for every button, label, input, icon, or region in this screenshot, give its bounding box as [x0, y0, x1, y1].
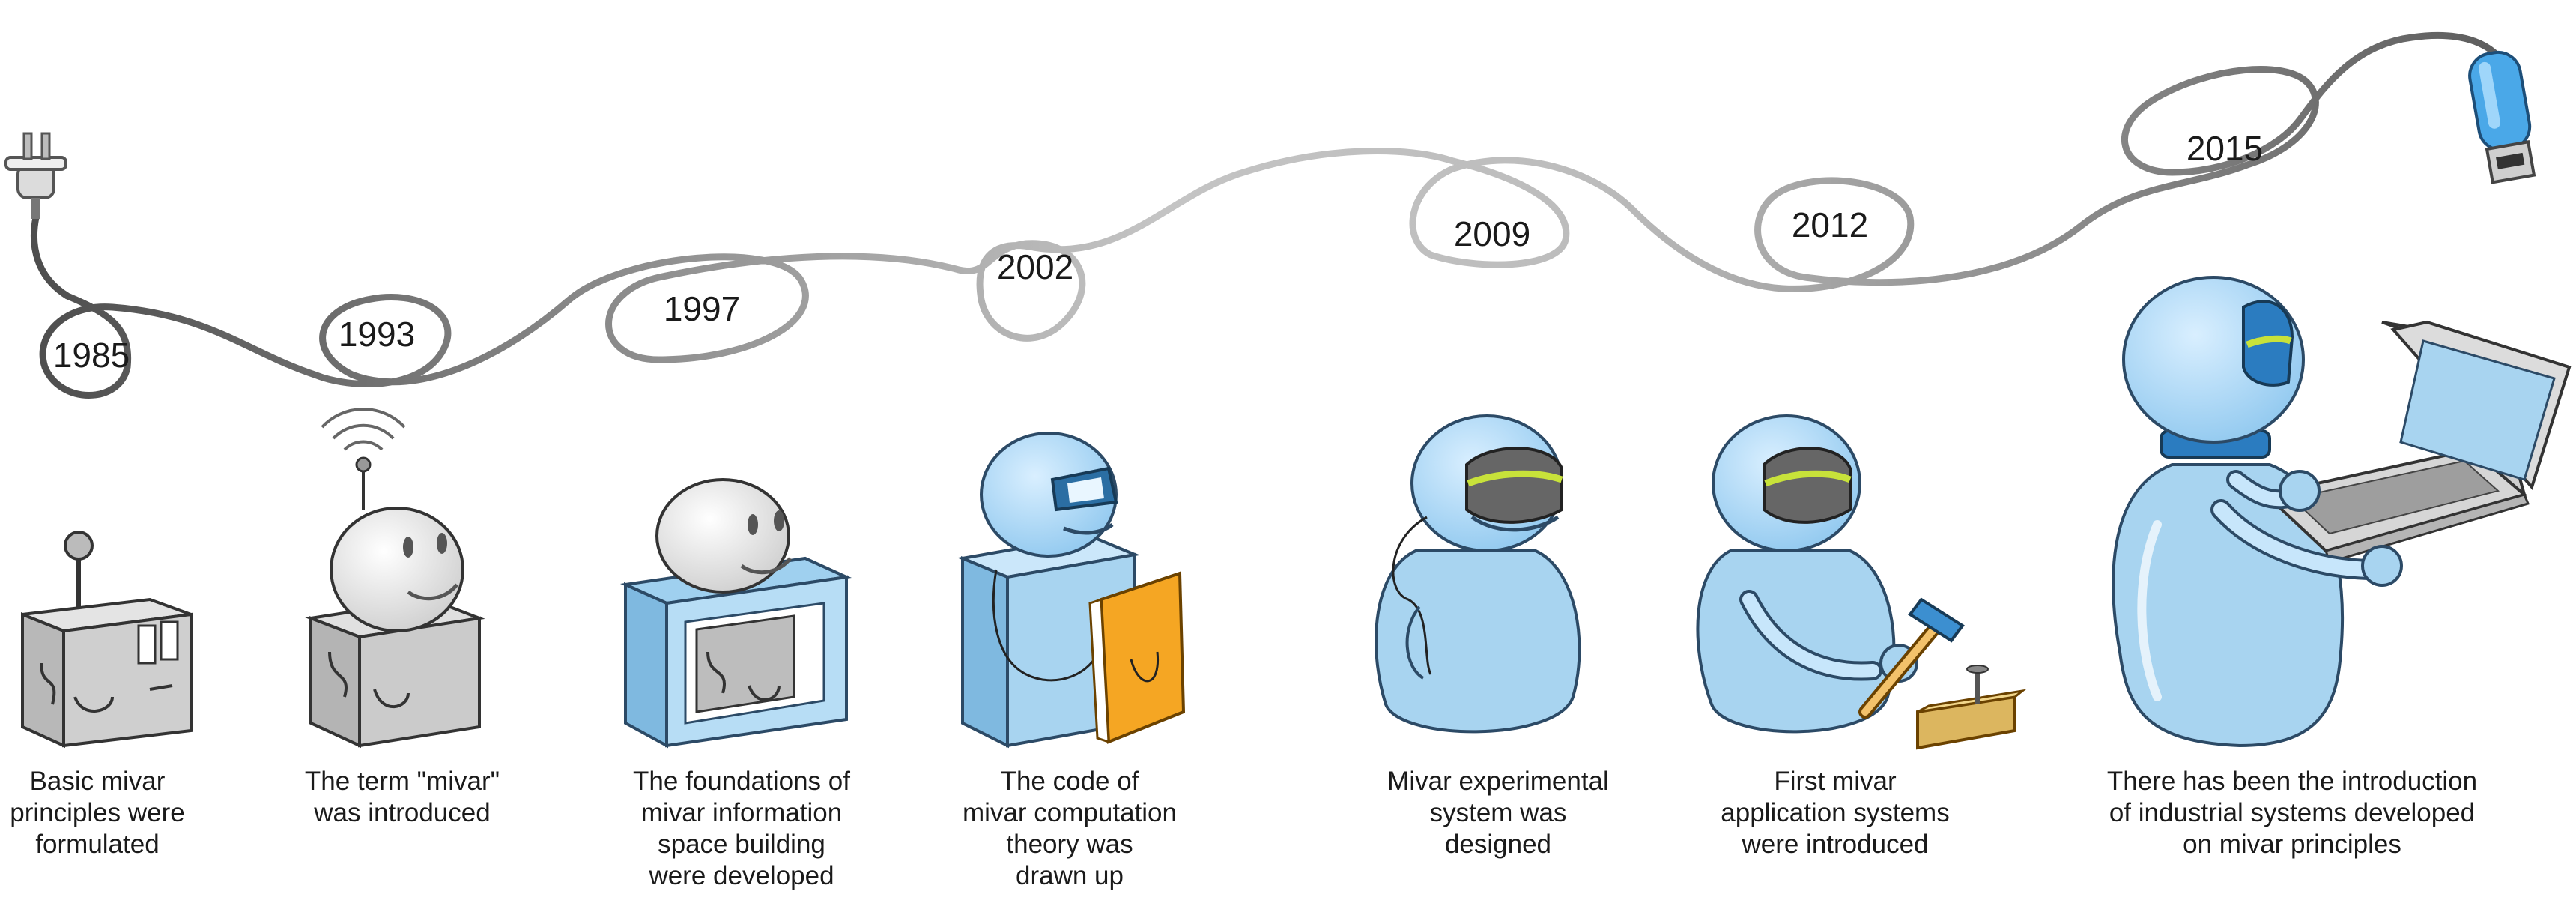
caption-1997-line-4: were developed [649, 861, 834, 890]
caption-1985-line-3: formulated [35, 830, 160, 859]
year-label-2012: 2012 [1792, 205, 1868, 244]
usb-connector-icon [2468, 50, 2536, 184]
caption-2015-line-1: There has been the introduction [2106, 767, 2478, 796]
year-label-2009: 2009 [1454, 214, 1530, 253]
timeline-cable [31, 31, 2509, 399]
svg-text:2015: 2015 [2186, 129, 2263, 168]
caption-2002: The code of mivar computation theory was… [860, 766, 1279, 892]
caption-2012-line-2: application systems [1721, 798, 1950, 827]
caption-2012-line-1: First mivar [1774, 767, 1897, 796]
blue-robot-with-book-illustration [957, 432, 1186, 749]
caption-1993: The term "mivar" was introduced [193, 766, 612, 829]
caption-2015-line-3: on mivar principles [2183, 830, 2401, 859]
caption-2015: There has been the introduction of indus… [2052, 766, 2532, 860]
robot-head-on-box-with-signal-illustration [305, 407, 485, 749]
caption-2002-line-3: theory was [1006, 830, 1133, 859]
year-label-1993: 1993 [339, 315, 415, 354]
svg-text:2009: 2009 [1454, 214, 1530, 253]
caption-1985: Basic mivar principles were formulated [0, 766, 307, 860]
caption-2015-line-2: of industrial systems developed [2109, 798, 2476, 827]
robot-head-on-frame-box-illustration [619, 478, 852, 749]
caption-2002-line-2: mivar computation [963, 798, 1177, 827]
blue-robot-visor-illustration [1375, 414, 1581, 734]
caption-2012: First mivar application systems were int… [1625, 766, 2045, 860]
caption-2009-line-2: system was [1429, 798, 1567, 827]
caption-1997-line-1: The foundations of [633, 767, 850, 796]
plug-icon [4, 132, 67, 219]
svg-text:1985: 1985 [53, 336, 130, 375]
blue-robot-laptop-illustration [2112, 276, 2572, 748]
caption-2012-line-3: were introduced [1742, 830, 1929, 859]
svg-text:1997: 1997 [664, 289, 740, 328]
svg-text:2002: 2002 [997, 247, 1073, 286]
caption-1985-line-2: principles were [10, 798, 185, 827]
year-label-1997: 1997 [664, 289, 740, 328]
caption-1993-line-2: was introduced [314, 798, 491, 827]
caption-2009-line-1: Mivar experimental [1387, 767, 1609, 796]
caption-1997-line-3: space building [658, 830, 825, 859]
caption-1985-line-1: Basic mivar [29, 767, 166, 796]
caption-2002-line-4: drawn up [1016, 861, 1124, 890]
caption-1993-line-1: The term "mivar" [304, 767, 500, 796]
year-label-1985: 1985 [53, 336, 130, 375]
grey-box-antenna-illustration [21, 531, 193, 749]
svg-text:1993: 1993 [339, 315, 415, 354]
blue-robot-hammer-illustration [1696, 414, 2027, 750]
caption-2009-line-3: designed [1444, 830, 1552, 859]
year-label-2002: 2002 [997, 247, 1073, 286]
caption-1997: The foundations of mivar information spa… [532, 766, 951, 892]
caption-2009: Mivar experimental system was designed [1288, 766, 1708, 860]
year-label-2015: 2015 [2186, 129, 2263, 168]
caption-1997-line-2: mivar information [640, 798, 843, 827]
svg-text:2012: 2012 [1792, 205, 1868, 244]
caption-2002-line-1: The code of [1000, 767, 1139, 796]
